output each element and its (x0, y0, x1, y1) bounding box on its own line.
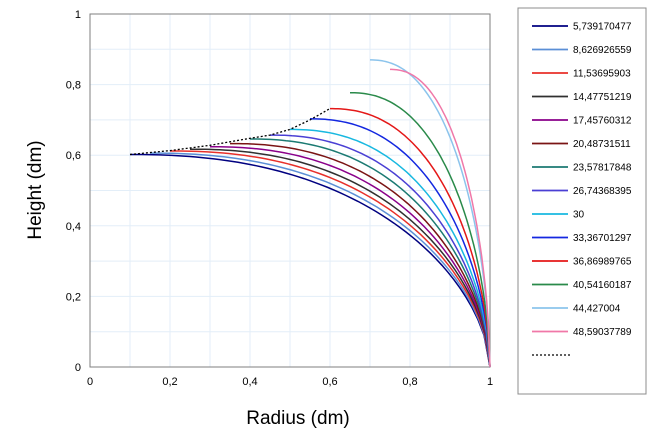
x-tick-label: 0 (87, 376, 93, 388)
legend-label: 40,54160187 (573, 280, 632, 291)
grid (90, 14, 490, 367)
series-line-1 (130, 153, 491, 368)
series-line-7 (250, 138, 491, 368)
y-ticks: 0 0,2 0,4 0,6 0,8 1 (66, 9, 81, 374)
series-line-11 (330, 107, 491, 368)
x-tick-label: 0,2 (162, 376, 177, 388)
x-tick-label: 0,8 (402, 376, 417, 388)
legend-label: 8,626926559 (573, 45, 632, 56)
legend-label: 23,57817848 (573, 163, 632, 174)
legend-label: 48,59037789 (573, 327, 632, 338)
series-line-10 (309, 118, 491, 368)
x-tick-label: 0,6 (322, 376, 337, 388)
x-axis-title: Radius (dm) (246, 408, 349, 429)
legend-label: 33,36701297 (573, 233, 632, 244)
legend-label: 30 (573, 210, 585, 221)
legend: 5,739170477 8,626926559 11,53695903 14,4775… (532, 22, 632, 356)
series-line-12 (350, 91, 491, 368)
legend-label: 14,47751219 (573, 92, 632, 103)
series-line-9 (290, 128, 491, 368)
legend-label: 5,739170477 (573, 22, 632, 33)
plot-area (89, 13, 491, 368)
series-line-4 (190, 148, 491, 368)
y-tick-label: 0,8 (66, 80, 81, 92)
series-line-5 (210, 145, 491, 368)
y-tick-label: 0,2 (66, 291, 81, 303)
x-tick-label: 0,4 (242, 376, 257, 388)
y-axis-title: Height (dm) (25, 140, 46, 239)
legend-label: 11,53695903 (573, 69, 631, 80)
envelope-line (129, 108, 331, 156)
legend-label: 26,74368395 (573, 186, 632, 197)
x-tick-label: 1 (487, 376, 493, 388)
y-tick-label: 0,6 (66, 150, 81, 162)
y-tick-label: 0 (75, 362, 81, 374)
series-line-13 (370, 59, 491, 368)
series-line-3 (170, 150, 491, 368)
legend-label: 17,45760312 (573, 116, 632, 127)
y-tick-label: 1 (75, 9, 81, 21)
series-line-8 (270, 134, 491, 368)
series-line-2 (150, 152, 491, 368)
legend-label: 20,48731511 (573, 139, 631, 150)
series-lines (129, 59, 491, 368)
series-line-14 (390, 68, 491, 368)
y-tick-label: 0,4 (66, 221, 81, 233)
legend-label: 44,427004 (573, 304, 621, 315)
series-line-6 (230, 142, 491, 368)
legend-label: 36,86989765 (573, 257, 632, 268)
x-ticks: 0 0,2 0,4 0,6 0,8 1 (87, 376, 493, 388)
